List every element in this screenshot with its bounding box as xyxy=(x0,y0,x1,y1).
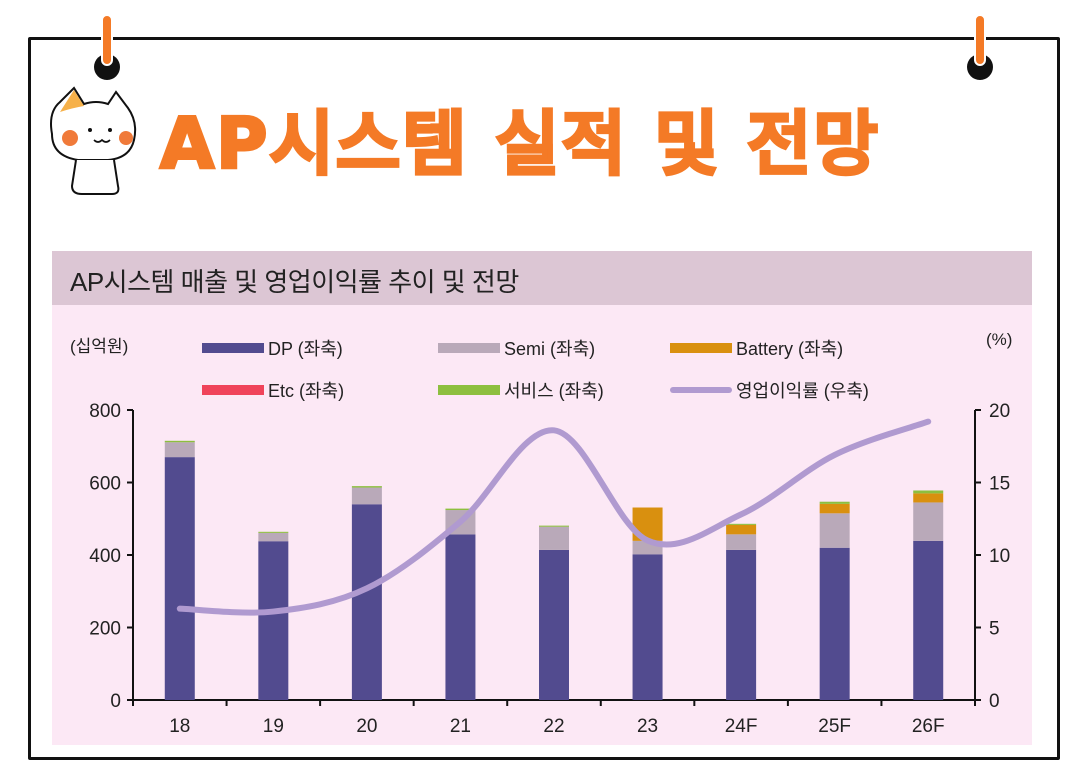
right-axis-unit: (%) xyxy=(986,330,1013,349)
page-title: AP시스템 실적 및 전망 xyxy=(159,102,880,187)
x-tick-label: 18 xyxy=(169,716,190,737)
bar-4-22 xyxy=(539,525,569,527)
x-tick-label: 22 xyxy=(543,716,564,737)
bar-1-26F xyxy=(913,502,944,541)
right-tick-label: 10 xyxy=(989,546,1010,567)
bar-0-25F xyxy=(819,547,850,700)
bar-0-20 xyxy=(351,504,382,700)
x-tick-label: 26F xyxy=(912,716,945,737)
bar-4-24F xyxy=(726,523,757,525)
bar-1-18 xyxy=(164,442,195,458)
bar-4-20 xyxy=(351,486,382,488)
left-tick-label: 800 xyxy=(89,401,121,422)
legend-swatch-op-margin xyxy=(670,387,732,393)
x-tick-label: 23 xyxy=(637,716,658,737)
bar-1-19 xyxy=(258,532,289,542)
legend-swatch-etc xyxy=(202,385,264,395)
bar-2-24F xyxy=(726,524,757,535)
right-tick-label: 20 xyxy=(989,401,1010,422)
legend-label-service: 서비스 (좌축) xyxy=(504,381,604,401)
legend-op-margin: 영업이익률 (우축) xyxy=(670,377,869,403)
left-tick-label: 600 xyxy=(89,474,121,495)
legend-label-op-margin: 영업이익률 (우축) xyxy=(736,381,869,401)
bar-1-20 xyxy=(351,487,382,505)
right-tick-label: 0 xyxy=(989,691,1000,712)
legend-label-etc: Etc (좌축) xyxy=(268,381,345,401)
legend-service: 서비스 (좌축) xyxy=(438,377,604,403)
x-tick-label: 20 xyxy=(356,716,377,737)
x-tick-label: 21 xyxy=(450,716,471,737)
bar-0-22 xyxy=(539,549,569,700)
bar-1-24F xyxy=(726,534,757,550)
x-tick-label: 24F xyxy=(725,716,758,737)
bar-4-19 xyxy=(258,531,289,533)
x-tick-label: 25F xyxy=(818,716,851,737)
left-tick-label: 400 xyxy=(89,546,121,567)
bar-2-26F xyxy=(913,493,944,503)
left-axis-unit: (십억원) xyxy=(70,337,129,356)
legend-swatch-semi xyxy=(438,343,500,353)
left-tick-label: 200 xyxy=(89,619,121,640)
bar-0-18 xyxy=(164,457,195,700)
legend-dp: DP (좌축) xyxy=(202,335,343,361)
legend-battery: Battery (좌축) xyxy=(670,335,843,361)
chart-header-band xyxy=(52,251,1032,305)
x-tick-label: 19 xyxy=(263,716,284,737)
legend-swatch-battery xyxy=(670,343,732,353)
bar-1-25F xyxy=(819,513,850,548)
bar-0-24F xyxy=(726,549,757,700)
bar-0-19 xyxy=(258,541,289,700)
bar-1-22 xyxy=(539,526,569,550)
page-frame xyxy=(28,37,1060,760)
bar-4-18 xyxy=(164,440,195,443)
legend-semi: Semi (좌축) xyxy=(438,335,595,361)
right-tick-label: 5 xyxy=(989,619,1000,640)
right-tick-label: 15 xyxy=(989,474,1010,495)
bar-0-26F xyxy=(913,540,944,700)
pin-right-icon xyxy=(974,14,986,66)
legend-label-battery: Battery (좌축) xyxy=(736,339,844,359)
bar-4-21 xyxy=(445,508,476,511)
bar-4-26F xyxy=(913,490,944,494)
legend-swatch-dp xyxy=(202,343,264,353)
legend-label-dp: DP (좌축) xyxy=(268,339,343,359)
left-tick-label: 0 xyxy=(110,691,121,712)
chart-title: AP시스템 매출 및 영업이익률 추이 및 전망 xyxy=(70,267,519,297)
legend-swatch-service xyxy=(438,385,500,395)
legend-label-semi: Semi (좌축) xyxy=(504,339,596,359)
pin-left-stick xyxy=(101,14,113,66)
bar-2-25F xyxy=(819,503,850,514)
legend-etc: Etc (좌축) xyxy=(202,377,344,403)
cat-saluting-icon xyxy=(50,86,137,195)
bar-0-23 xyxy=(632,554,663,700)
bar-0-21 xyxy=(445,534,476,700)
bar-4-25F xyxy=(819,501,850,504)
